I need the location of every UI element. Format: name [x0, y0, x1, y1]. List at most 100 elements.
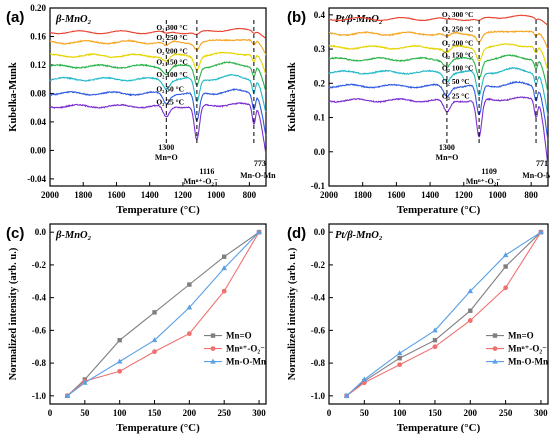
y-axis-label: Normalized intensity (arb. u.): [287, 247, 298, 380]
data-point: [187, 282, 192, 287]
y-tick-label: 0.0: [314, 147, 326, 157]
legend-label: Mn=O: [226, 331, 252, 341]
series-label: O₂ 250 °C: [442, 25, 474, 34]
legend-marker: [210, 346, 216, 351]
data-point: [538, 229, 544, 235]
data-point: [117, 368, 123, 374]
x-tick-label: 300: [252, 408, 266, 418]
x-tick-label: 200: [183, 408, 197, 418]
panel-label-a: (a): [6, 9, 24, 26]
series-line: [67, 231, 260, 397]
series-label: O₂ 25 °C: [156, 97, 184, 106]
y-tick-label: -1.0: [32, 391, 47, 401]
data-point: [397, 362, 403, 368]
series-label: O₂ 200 °C: [442, 38, 474, 47]
data-point: [432, 344, 438, 350]
x-tick-label: 150: [148, 408, 162, 418]
data-point: [467, 318, 473, 323]
spectrum-line: [49, 88, 267, 136]
peak-annotation: Mnⁿ⁺-O₂⁻: [466, 177, 501, 186]
peak-annotation: Mnⁿ⁺-O₂⁻: [184, 177, 219, 186]
data-point: [503, 285, 509, 291]
series-line: [346, 231, 542, 397]
x-tick-label: 0: [48, 408, 53, 418]
y-tick-label: 0.0: [35, 227, 47, 237]
spectrum-line: [328, 67, 549, 116]
spectrum-line: [329, 30, 549, 49]
x-axis-label: Temperature (°C): [397, 422, 481, 434]
y-tick-label: -0.2: [32, 260, 47, 270]
legend-label: Mn-O-Mn: [508, 357, 548, 367]
x-axis-label: Temperature (°C): [116, 422, 200, 434]
data-point: [343, 392, 350, 398]
spectrum-line: [328, 80, 549, 141]
x-axis-label: Temperature (°C): [397, 204, 481, 216]
data-point: [361, 380, 367, 386]
x-tick-label: 100: [393, 408, 407, 418]
data-point: [221, 288, 227, 294]
data-point: [503, 264, 508, 269]
panel-b: 2000 1800 1600 1400 1200 1000 800 -0.1 0.0 0.1 0.2…: [287, 7, 550, 216]
series-label: O₂ 100 °C: [442, 63, 474, 72]
x-tick-label: 300: [534, 408, 548, 418]
peak-annotation: Mn=O: [436, 153, 459, 162]
x-tick-label: 2000: [41, 190, 60, 200]
y-tick-label: 0.16: [30, 31, 46, 41]
panel-a: 2000 1800 1600 1400 1200 1000 800 -0.04 0.00 0.04…: [8, 3, 276, 216]
data-point: [432, 337, 438, 343]
series-label: O₂ 250 °C: [156, 33, 188, 42]
x-tick-label: 1000: [207, 190, 226, 200]
x-tick-label: 800: [524, 190, 538, 200]
plot-frame: [49, 7, 267, 187]
data-point: [117, 337, 122, 343]
plot-frame: [328, 223, 549, 405]
peak-annotation: 1116: [199, 167, 214, 176]
x-tick-label: 50: [80, 408, 90, 418]
data-point: [64, 392, 71, 398]
plot-frame: [49, 223, 267, 405]
y-tick-label: 0.12: [30, 60, 46, 70]
series-label: O₂ 100 °C: [156, 70, 188, 79]
data-point: [186, 304, 193, 310]
series-line: [67, 231, 260, 397]
legend-marker: [492, 346, 498, 351]
legend-marker: [492, 333, 498, 338]
x-tick-label: 1600: [107, 190, 126, 200]
data-point: [151, 337, 158, 343]
peak-annotation: 1300: [439, 143, 455, 152]
data-point: [221, 265, 227, 271]
data-point: [432, 327, 438, 333]
x-tick-label: 2000: [320, 190, 339, 200]
y-tick-label: 0.4: [314, 10, 326, 20]
y-tick-label: -0.6: [311, 325, 326, 335]
x-tick-label: 150: [428, 408, 442, 418]
series-line: [67, 231, 260, 397]
plot-frame: [328, 7, 549, 187]
series-label: O₂ 50 °C: [442, 77, 470, 86]
data-point: [221, 254, 227, 259]
panel-title: β-MnO₂: [55, 14, 92, 25]
x-tick-label: 1200: [174, 190, 193, 200]
x-tick-label: 200: [464, 408, 478, 418]
y-tick-label: -0.4: [32, 293, 47, 303]
x-tick-label: 1200: [455, 190, 474, 200]
data-point: [361, 376, 368, 382]
y-tick-label: -1.0: [311, 391, 326, 401]
panel-title: Pt/β-MnO₂: [335, 230, 383, 241]
spectrum-line: [328, 96, 549, 165]
peak-annotation: 773: [254, 159, 266, 168]
legend-marker: [210, 358, 216, 364]
series-label: O₂ 150 °C: [156, 57, 188, 66]
panel-label-d: (d): [287, 225, 306, 242]
x-tick-label: 1400: [141, 190, 160, 200]
x-tick-label: 1000: [488, 190, 507, 200]
peak-annotation: Mn-O-Mn: [522, 171, 550, 180]
x-tick-label: 1600: [387, 190, 406, 200]
legend-label: Mn=O: [508, 331, 534, 341]
y-tick-label: 0.00: [30, 145, 46, 155]
y-tick-label: -0.2: [311, 260, 326, 270]
y-axis-label: Normalized intensity (arb. u.): [8, 247, 19, 380]
panel-title: Pt/β-MnO₂: [335, 14, 383, 25]
peak-annotation: 1300: [158, 143, 174, 152]
data-point: [397, 355, 402, 361]
